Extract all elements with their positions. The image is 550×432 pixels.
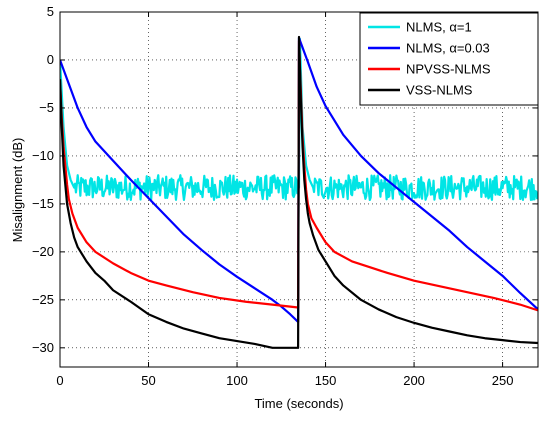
legend-label: VSS-NLMS (406, 83, 473, 98)
series-layer (60, 35, 538, 349)
plot-frame (59, 11, 539, 368)
x-tick-label: 200 (403, 373, 425, 388)
series-line-4 (60, 35, 538, 349)
y-tick-label: −25 (32, 292, 54, 307)
x-axis-label: Time (seconds) (254, 396, 343, 411)
x-tick-label: 100 (226, 373, 248, 388)
x-tick-label: 250 (492, 373, 514, 388)
legend-label: NLMS, α=0.03 (406, 41, 490, 56)
y-tick-label: −5 (39, 100, 54, 115)
x-tick-label: 0 (56, 373, 63, 388)
legend: NLMS, α=1 NLMS, α=0.03 NPVSS-NLMS VSS-NLMS (359, 12, 539, 106)
y-tick-label: 0 (47, 52, 54, 67)
x-tick-label: 150 (315, 373, 337, 388)
legend-label: NPVSS-NLMS (406, 62, 491, 77)
y-tick-label: −10 (32, 148, 54, 163)
x-tick-label: 50 (141, 373, 155, 388)
y-tick-label: −20 (32, 244, 54, 259)
y-tick-label: −30 (32, 340, 54, 355)
y-axis-label: Misalignment (dB) (10, 138, 25, 243)
legend-label: NLMS, α=1 (406, 20, 472, 35)
y-tick-label: −15 (32, 196, 54, 211)
y-tick-label: 5 (47, 4, 54, 19)
